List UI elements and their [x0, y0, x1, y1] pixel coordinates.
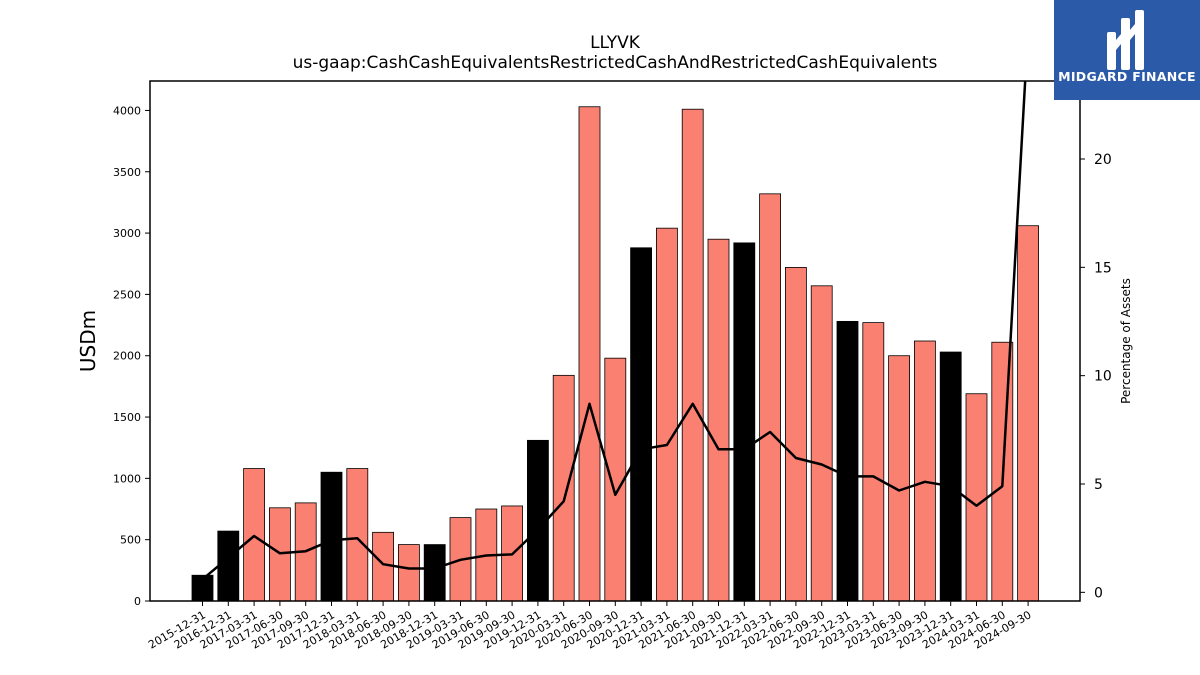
bar-2017-12-31 — [320, 471, 343, 602]
brand-logo: MIDGARD FINANCE — [1054, 0, 1200, 100]
percentage-line-layer — [201, 81, 1027, 581]
bar-2018-09-30 — [397, 544, 420, 602]
y2-tick-label: 0 — [1094, 585, 1103, 601]
bar-2023-03-31 — [862, 322, 885, 602]
y-tick-label: 1500 — [113, 411, 141, 424]
y-tick-label: 0 — [134, 595, 141, 608]
bar-2016-12-31 — [217, 530, 240, 602]
bar-2021-03-31 — [656, 227, 678, 602]
bar-2020-03-31 — [552, 374, 575, 602]
y-tick-label: 500 — [120, 534, 141, 547]
bar-2018-03-31 — [346, 468, 369, 602]
bar-2021-12-31 — [733, 242, 756, 602]
bar-2021-09-30 — [707, 238, 730, 602]
y2-tick-label: 10 — [1094, 369, 1112, 385]
y2-axis-label: Percentage of Assets — [1119, 278, 1133, 404]
chart-title: LLYVK — [590, 33, 641, 53]
bar-2024-09-30 — [1017, 225, 1039, 602]
bar-series — [191, 106, 1039, 602]
percentage-of-assets-line — [201, 81, 1027, 581]
bar-2023-06-30 — [888, 355, 910, 602]
left-axis-ticks: 0 500 1000 1500 2000 2500 3000 3500 4000 — [113, 104, 150, 608]
bar-2024-03-31 — [965, 393, 988, 602]
y2-tick-label: 5 — [1094, 477, 1103, 493]
y-tick-label: 1000 — [113, 472, 141, 485]
bar-2022-03-31 — [759, 193, 781, 602]
chart-subtitle: us-gaap:CashCashEquivalentsRestrictedCas… — [293, 53, 938, 73]
bar-2020-06-30 — [578, 106, 601, 602]
x-axis-ticks: 2015-12-312016-12-312017-03-312017-06-30… — [146, 601, 1034, 652]
bar-2022-09-30 — [810, 285, 833, 602]
bar-2023-12-31 — [939, 351, 962, 602]
logo-text: MIDGARD FINANCE — [1058, 69, 1196, 84]
right-axis-ticks: 0 5 10 15 20 — [1080, 152, 1112, 601]
bar-2022-06-30 — [785, 267, 807, 602]
y2-tick-label: 20 — [1094, 152, 1112, 168]
bar-2021-06-30 — [681, 108, 704, 602]
y-tick-label: 3000 — [113, 227, 141, 240]
y-tick-label: 3500 — [113, 166, 141, 179]
bar-2023-09-30 — [914, 340, 936, 602]
y-tick-label: 2000 — [113, 350, 141, 363]
y-tick-label: 4000 — [113, 104, 141, 117]
bar-2018-12-31 — [423, 544, 446, 602]
logo-mark-icon — [1107, 10, 1144, 70]
y-axis-label: USDm — [76, 310, 100, 372]
bar-2020-12-31 — [630, 247, 652, 602]
y2-tick-label: 15 — [1094, 260, 1112, 276]
y-tick-label: 2500 — [113, 288, 141, 301]
bar-2022-12-31 — [836, 320, 859, 602]
